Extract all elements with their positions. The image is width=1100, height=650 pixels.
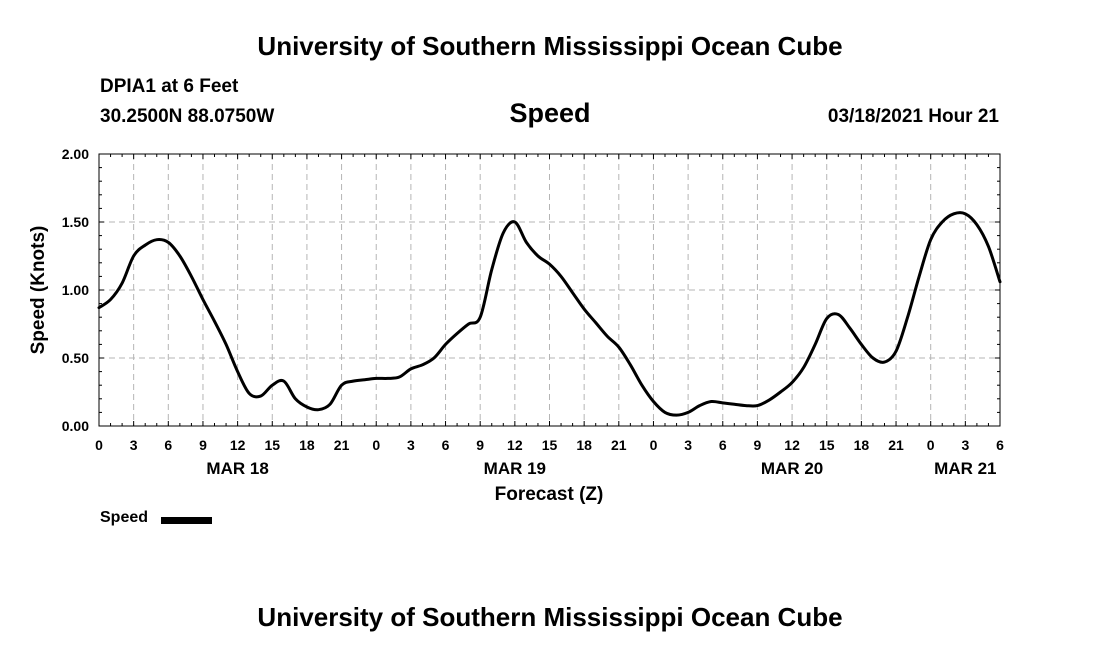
date-label: MAR 20 <box>761 459 823 478</box>
x-tick-label: 12 <box>507 437 523 453</box>
axis-ticks <box>98 153 1001 427</box>
x-tick-label: 0 <box>95 437 103 453</box>
chart-variable-title: Speed <box>509 98 591 128</box>
grid-lines <box>99 154 1000 426</box>
x-tick-label: 0 <box>927 437 935 453</box>
x-tick-label: 3 <box>684 437 692 453</box>
y-tick-label: 0.50 <box>62 350 89 366</box>
x-tick-label: 0 <box>372 437 380 453</box>
date-label: MAR 18 <box>206 459 268 478</box>
speed-series-line <box>97 211 1002 417</box>
x-tick-label: 21 <box>888 437 904 453</box>
x-tick-label: 3 <box>961 437 969 453</box>
x-tick-label: 9 <box>199 437 207 453</box>
x-tick-label: 6 <box>442 437 450 453</box>
legend-swatch <box>161 517 212 524</box>
x-tick-label: 21 <box>334 437 350 453</box>
x-tick-label: 9 <box>476 437 484 453</box>
y-axis-title: Speed (Knots) <box>28 226 49 355</box>
axis-labels: 0 3 6 9 12 15 18 21 0 3 6 9 12 15 18 21 0 3 6 9 12 15 18 21 0 3 6 0… <box>62 146 1004 478</box>
x-tick-label: 6 <box>996 437 1004 453</box>
date-label: MAR 21 <box>934 459 996 478</box>
x-tick-label: 0 <box>650 437 658 453</box>
x-tick-label: 18 <box>854 437 870 453</box>
x-tick-label: 15 <box>542 437 558 453</box>
x-tick-label: 15 <box>264 437 280 453</box>
y-tick-label: 0.00 <box>62 418 89 434</box>
footer-title: University of Southern Mississippi Ocean… <box>257 602 843 632</box>
x-tick-label: 15 <box>819 437 835 453</box>
station-label: DPIA1 at 6 Feet <box>100 76 239 97</box>
x-tick-label: 21 <box>611 437 627 453</box>
x-tick-label: 18 <box>299 437 315 453</box>
x-tick-label: 12 <box>230 437 246 453</box>
page-title: University of Southern Mississippi Ocean… <box>257 31 843 61</box>
x-tick-label: 18 <box>576 437 592 453</box>
x-tick-label: 3 <box>407 437 415 453</box>
date-label: MAR 19 <box>484 459 546 478</box>
y-tick-label: 1.50 <box>62 214 89 230</box>
x-tick-label: 12 <box>784 437 800 453</box>
x-tick-label: 3 <box>130 437 138 453</box>
x-tick-label: 6 <box>164 437 172 453</box>
legend-label: Speed <box>100 509 149 526</box>
issue-time-label: 03/18/2021 Hour 21 <box>827 106 999 127</box>
x-axis-title: Forecast (Z) <box>495 484 604 505</box>
y-tick-label: 2.00 <box>62 146 89 162</box>
x-tick-label: 9 <box>754 437 762 453</box>
y-tick-label: 1.00 <box>62 282 89 298</box>
x-tick-label: 6 <box>719 437 727 453</box>
coordinates-label: 30.2500N 88.0750W <box>100 106 275 127</box>
